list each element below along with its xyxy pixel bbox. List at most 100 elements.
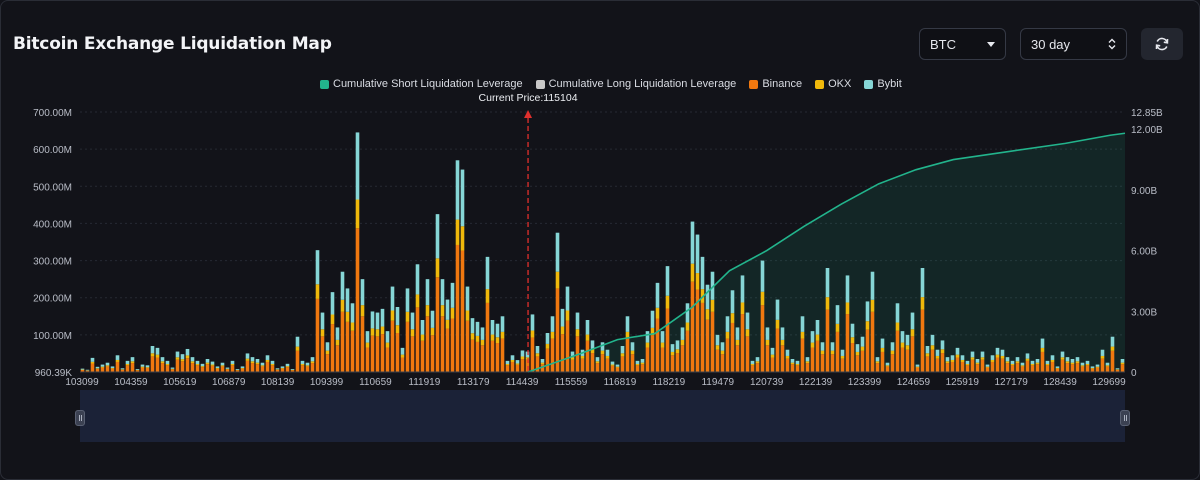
bar-bybit <box>850 323 855 338</box>
bar-okx <box>115 359 120 362</box>
bar-binance <box>360 316 365 372</box>
bar-binance <box>385 347 390 372</box>
bar-okx <box>670 351 675 356</box>
bar-bybit <box>355 132 360 200</box>
x-tick-label: 103099 <box>65 377 99 388</box>
y-left-tick-label: 600.00M <box>33 145 72 156</box>
bar-okx <box>635 363 640 366</box>
bar-okx <box>520 356 525 360</box>
bar-okx <box>280 367 285 369</box>
bar-bybit <box>150 346 155 354</box>
bar-binance <box>725 338 730 372</box>
legend-item-okx[interactable]: OKX <box>815 78 851 90</box>
bar-bybit <box>335 327 340 340</box>
bar-bybit <box>470 318 475 334</box>
bar-okx <box>940 349 945 354</box>
bar-okx <box>95 368 100 369</box>
x-tick-label: 115559 <box>555 377 588 388</box>
bar-binance <box>1055 368 1060 372</box>
bar-binance <box>970 359 975 372</box>
bar-binance <box>695 289 700 372</box>
bar-okx <box>310 361 315 364</box>
bar-binance <box>390 320 395 372</box>
bar-okx <box>490 334 495 341</box>
bar-bybit <box>735 327 740 340</box>
bar-bybit <box>830 342 835 351</box>
bar-bybit <box>460 169 465 227</box>
bar-bybit <box>725 316 730 332</box>
bar-okx <box>410 329 415 337</box>
range-navigator[interactable] <box>80 390 1125 442</box>
bar-binance <box>720 354 725 372</box>
bar-binance <box>380 334 385 372</box>
bar-binance <box>190 363 195 372</box>
bar-bybit <box>250 357 255 362</box>
bar-bybit <box>815 320 820 335</box>
x-tick-label: 114439 <box>506 377 539 388</box>
bar-okx <box>270 363 275 366</box>
bar-okx <box>585 334 590 341</box>
bar-binance <box>650 335 655 372</box>
bar-okx <box>975 362 980 365</box>
coin-select[interactable]: BTC <box>919 28 1006 60</box>
bar-okx <box>375 329 380 337</box>
bar-okx <box>785 355 790 359</box>
bar-binance <box>1120 364 1125 372</box>
bar-bybit <box>930 334 935 346</box>
bar-binance <box>940 353 945 372</box>
legend-item-long[interactable]: Cumulative Long Liquidation Leverage <box>535 78 736 90</box>
bar-bybit <box>390 286 395 311</box>
bar-binance <box>105 366 110 372</box>
bar-bybit <box>1030 360 1035 364</box>
bar-okx <box>790 362 795 365</box>
bar-okx <box>450 307 455 319</box>
bar-binance <box>950 361 955 372</box>
bar-binance <box>895 330 900 372</box>
legend-item-bybit[interactable]: Bybit <box>864 78 902 90</box>
bar-bybit <box>630 342 635 351</box>
bar-okx <box>805 361 810 364</box>
bar-bybit <box>1070 359 1075 363</box>
bar-bybit <box>700 256 705 290</box>
bar-bybit <box>820 342 825 351</box>
range-select[interactable]: 30 day <box>1020 28 1127 60</box>
bar-binance <box>165 365 170 372</box>
bar-binance <box>455 244 460 372</box>
x-tick-label: 105619 <box>163 377 197 388</box>
legend-item-short[interactable]: Cumulative Short Liquidation Leverage <box>320 78 523 90</box>
legend-item-binance[interactable]: Binance <box>749 78 802 90</box>
bar-bybit <box>1035 359 1040 363</box>
bar-binance <box>425 316 430 372</box>
bar-binance <box>170 369 175 372</box>
bar-bybit <box>655 282 660 308</box>
bar-binance <box>565 320 570 372</box>
bar-bybit <box>310 357 315 362</box>
bar-okx <box>240 367 245 369</box>
bar-okx <box>710 299 715 312</box>
bar-binance <box>930 349 935 372</box>
bar-binance <box>550 338 555 372</box>
bar-bybit <box>980 351 985 358</box>
bar-okx <box>535 353 540 357</box>
bar-binance <box>415 307 420 372</box>
bar-okx <box>170 368 175 370</box>
x-tick-label: 119479 <box>701 377 734 388</box>
bar-binance <box>590 353 595 372</box>
bar-okx <box>885 365 890 367</box>
bar-okx <box>1010 363 1015 366</box>
bar-binance <box>1025 360 1030 372</box>
bar-okx <box>160 361 165 364</box>
bar-binance <box>685 330 690 372</box>
navigator-right-handle[interactable] <box>1120 410 1130 426</box>
navigator-left-handle[interactable] <box>75 410 85 426</box>
x-tick-label: 111919 <box>408 377 440 388</box>
refresh-button[interactable] <box>1141 28 1183 60</box>
bar-binance <box>125 365 130 372</box>
bar-binance <box>655 318 660 372</box>
bar-binance <box>115 361 120 372</box>
bar-bybit <box>995 347 1000 355</box>
bar-bybit <box>740 275 745 303</box>
bar-binance <box>635 365 640 372</box>
bar-okx <box>355 199 360 229</box>
bar-bybit <box>765 327 770 340</box>
